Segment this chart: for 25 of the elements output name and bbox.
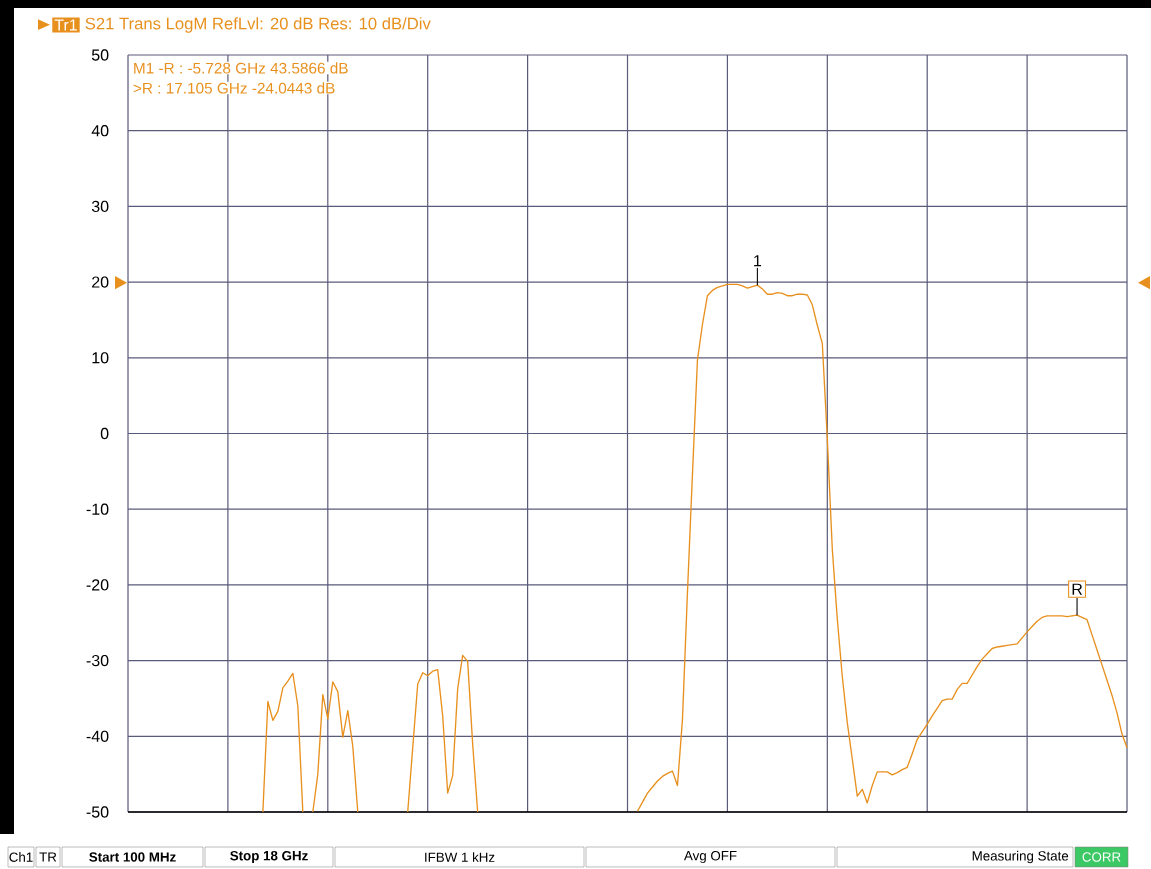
- text: Avg OFF: [683, 850, 737, 864]
- y-tick-label: -10: [86, 503, 109, 515]
- y-tick-label: -30: [86, 654, 109, 667]
- text: Tr1: [54, 19, 77, 31]
- annotation: >R : 17.105 GHz -24.0443 dB: [133, 82, 335, 94]
- text: Stop 18 GHz: [230, 850, 308, 864]
- text: IFBW 1 kHz: [425, 852, 495, 862]
- y-tick-label: 0: [100, 427, 109, 440]
- annotation: M1 -R : -5.728 GHz 43.5866 dB: [134, 62, 348, 74]
- text: Measuring State: [972, 850, 1069, 864]
- text: Start 100 MHz: [89, 852, 176, 862]
- y-tick-label: 30: [91, 200, 109, 213]
- text: CORR: [1082, 852, 1121, 862]
- y-tick-label: -20: [86, 579, 109, 591]
- text: Ch1: [9, 852, 33, 862]
- y-tick-label: -40: [86, 730, 109, 742]
- y-tick-label: -50: [86, 806, 109, 818]
- y-tick-label: 20: [92, 276, 109, 288]
- y-tick-label: 50: [91, 49, 109, 61]
- y-tick-label: 10: [92, 352, 109, 364]
- annotation: 1: [754, 255, 762, 267]
- text: TR: [39, 852, 57, 862]
- annotation: R: [1072, 583, 1083, 595]
- chart-title: S21 Trans LogM RefLvl: 20 dB Res: 10 dB/Div: [85, 17, 431, 33]
- y-tick-label: 40: [91, 125, 109, 137]
